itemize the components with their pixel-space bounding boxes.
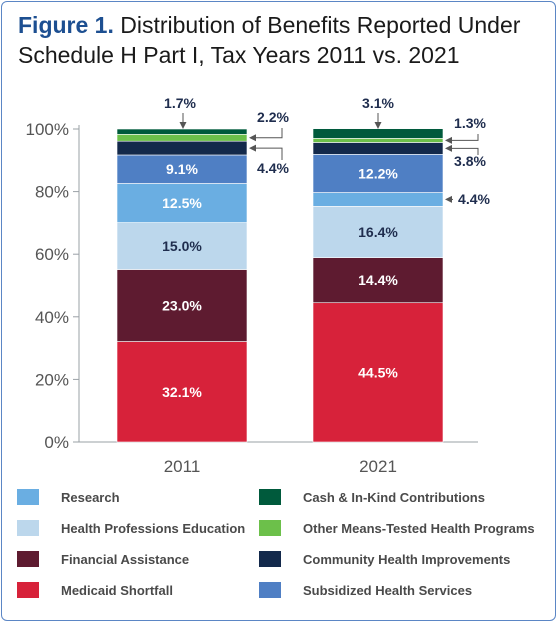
- data-label: 23.0%: [162, 298, 202, 314]
- bar-segment: [116, 269, 248, 342]
- x-tick-label: 2021: [359, 457, 397, 476]
- legend-label: Financial Assistance: [61, 551, 190, 567]
- legend-item: Financial Assistance: [17, 551, 189, 567]
- bar-segment: [116, 222, 248, 270]
- legend-swatch: [17, 582, 39, 598]
- y-tick-label: 80%: [35, 183, 69, 202]
- data-label: 3.1%: [362, 95, 394, 111]
- y-tick-label: 0%: [44, 433, 69, 452]
- bar-segment: [312, 302, 444, 443]
- callout-arrowhead: [445, 144, 452, 152]
- legend-item: Cash & In-Kind Contributions: [259, 489, 485, 505]
- callout-arrowhead: [374, 122, 382, 129]
- legend-item: Medicaid Shortfall: [17, 582, 173, 598]
- legend-label: Cash & In-Kind Contributions: [303, 489, 485, 505]
- callout-arrowhead: [179, 122, 187, 129]
- callout-arrowhead: [249, 134, 256, 142]
- callout-arrowhead: [445, 136, 452, 144]
- callout-line: [451, 134, 479, 141]
- bar-segment: [116, 154, 248, 184]
- bar-segment: [312, 142, 444, 155]
- bar-segment: [116, 140, 248, 156]
- data-label: 4.4%: [458, 191, 490, 207]
- data-label: 16.4%: [358, 224, 398, 240]
- y-tick-label: 40%: [35, 308, 69, 327]
- bar-segment: [312, 192, 444, 207]
- legend-label: Other Means-Tested Health Programs: [303, 520, 535, 536]
- legend-swatch: [259, 582, 281, 598]
- data-label: 9.1%: [166, 161, 198, 177]
- callout-arrowhead: [445, 195, 452, 203]
- legend-swatch: [17, 520, 39, 536]
- legend-label: Health Professions Education: [61, 520, 246, 536]
- data-label: 14.4%: [358, 272, 398, 288]
- bar-segment: [116, 183, 248, 223]
- data-label: 12.5%: [162, 195, 202, 211]
- bar-segment: [116, 341, 248, 443]
- data-label: 1.3%: [454, 115, 486, 131]
- data-label: 44.5%: [358, 364, 398, 380]
- y-tick-label: 100%: [26, 120, 69, 139]
- bar-segment: [116, 134, 248, 142]
- bar-segment: [116, 128, 248, 135]
- data-label: 32.1%: [162, 384, 202, 400]
- data-label: 3.8%: [454, 153, 486, 169]
- data-label: 1.7%: [164, 95, 196, 111]
- y-tick-label: 60%: [35, 245, 69, 264]
- bar-segment: [312, 138, 444, 143]
- y-tick-label: 20%: [35, 370, 69, 389]
- bar-segment: [312, 257, 444, 304]
- bar-segment: [312, 206, 444, 258]
- callout-line: [255, 147, 283, 160]
- data-label: 15.0%: [162, 238, 202, 254]
- legend-label: Medicaid Shortfall: [61, 582, 173, 598]
- data-label: 4.4%: [257, 160, 289, 176]
- chart-title: Figure 1. Distribution of Benefits Repor…: [18, 10, 548, 70]
- legend-label: Research: [61, 489, 120, 505]
- legend-swatch: [17, 489, 39, 505]
- title-text: Distribution of Benefits Reported Under …: [18, 12, 521, 68]
- legend-item: Other Means-Tested Health Programs: [259, 520, 535, 536]
- legend-swatch: [17, 551, 39, 567]
- figure-label: Figure 1.: [18, 12, 114, 38]
- legend-item: Subsidized Health Services: [259, 582, 472, 598]
- legend-item: Research: [17, 489, 120, 505]
- callout-line: [451, 147, 479, 155]
- legend-swatch: [259, 520, 281, 536]
- callout-arrowhead: [249, 144, 256, 152]
- legend-swatch: [259, 489, 281, 505]
- data-label: 12.2%: [358, 165, 398, 181]
- legend-label: Community Health Improvements: [303, 551, 511, 567]
- bar-segment: [312, 128, 444, 139]
- legend-item: Community Health Improvements: [259, 551, 510, 567]
- x-tick-label: 2011: [164, 457, 201, 476]
- data-label: 2.2%: [257, 109, 289, 125]
- legend-label: Subsidized Health Services: [303, 582, 473, 598]
- legend-swatch: [259, 551, 281, 567]
- callout-line: [255, 128, 283, 139]
- legend-item: Health Professions Education: [17, 520, 245, 536]
- bar-segment: [312, 154, 444, 193]
